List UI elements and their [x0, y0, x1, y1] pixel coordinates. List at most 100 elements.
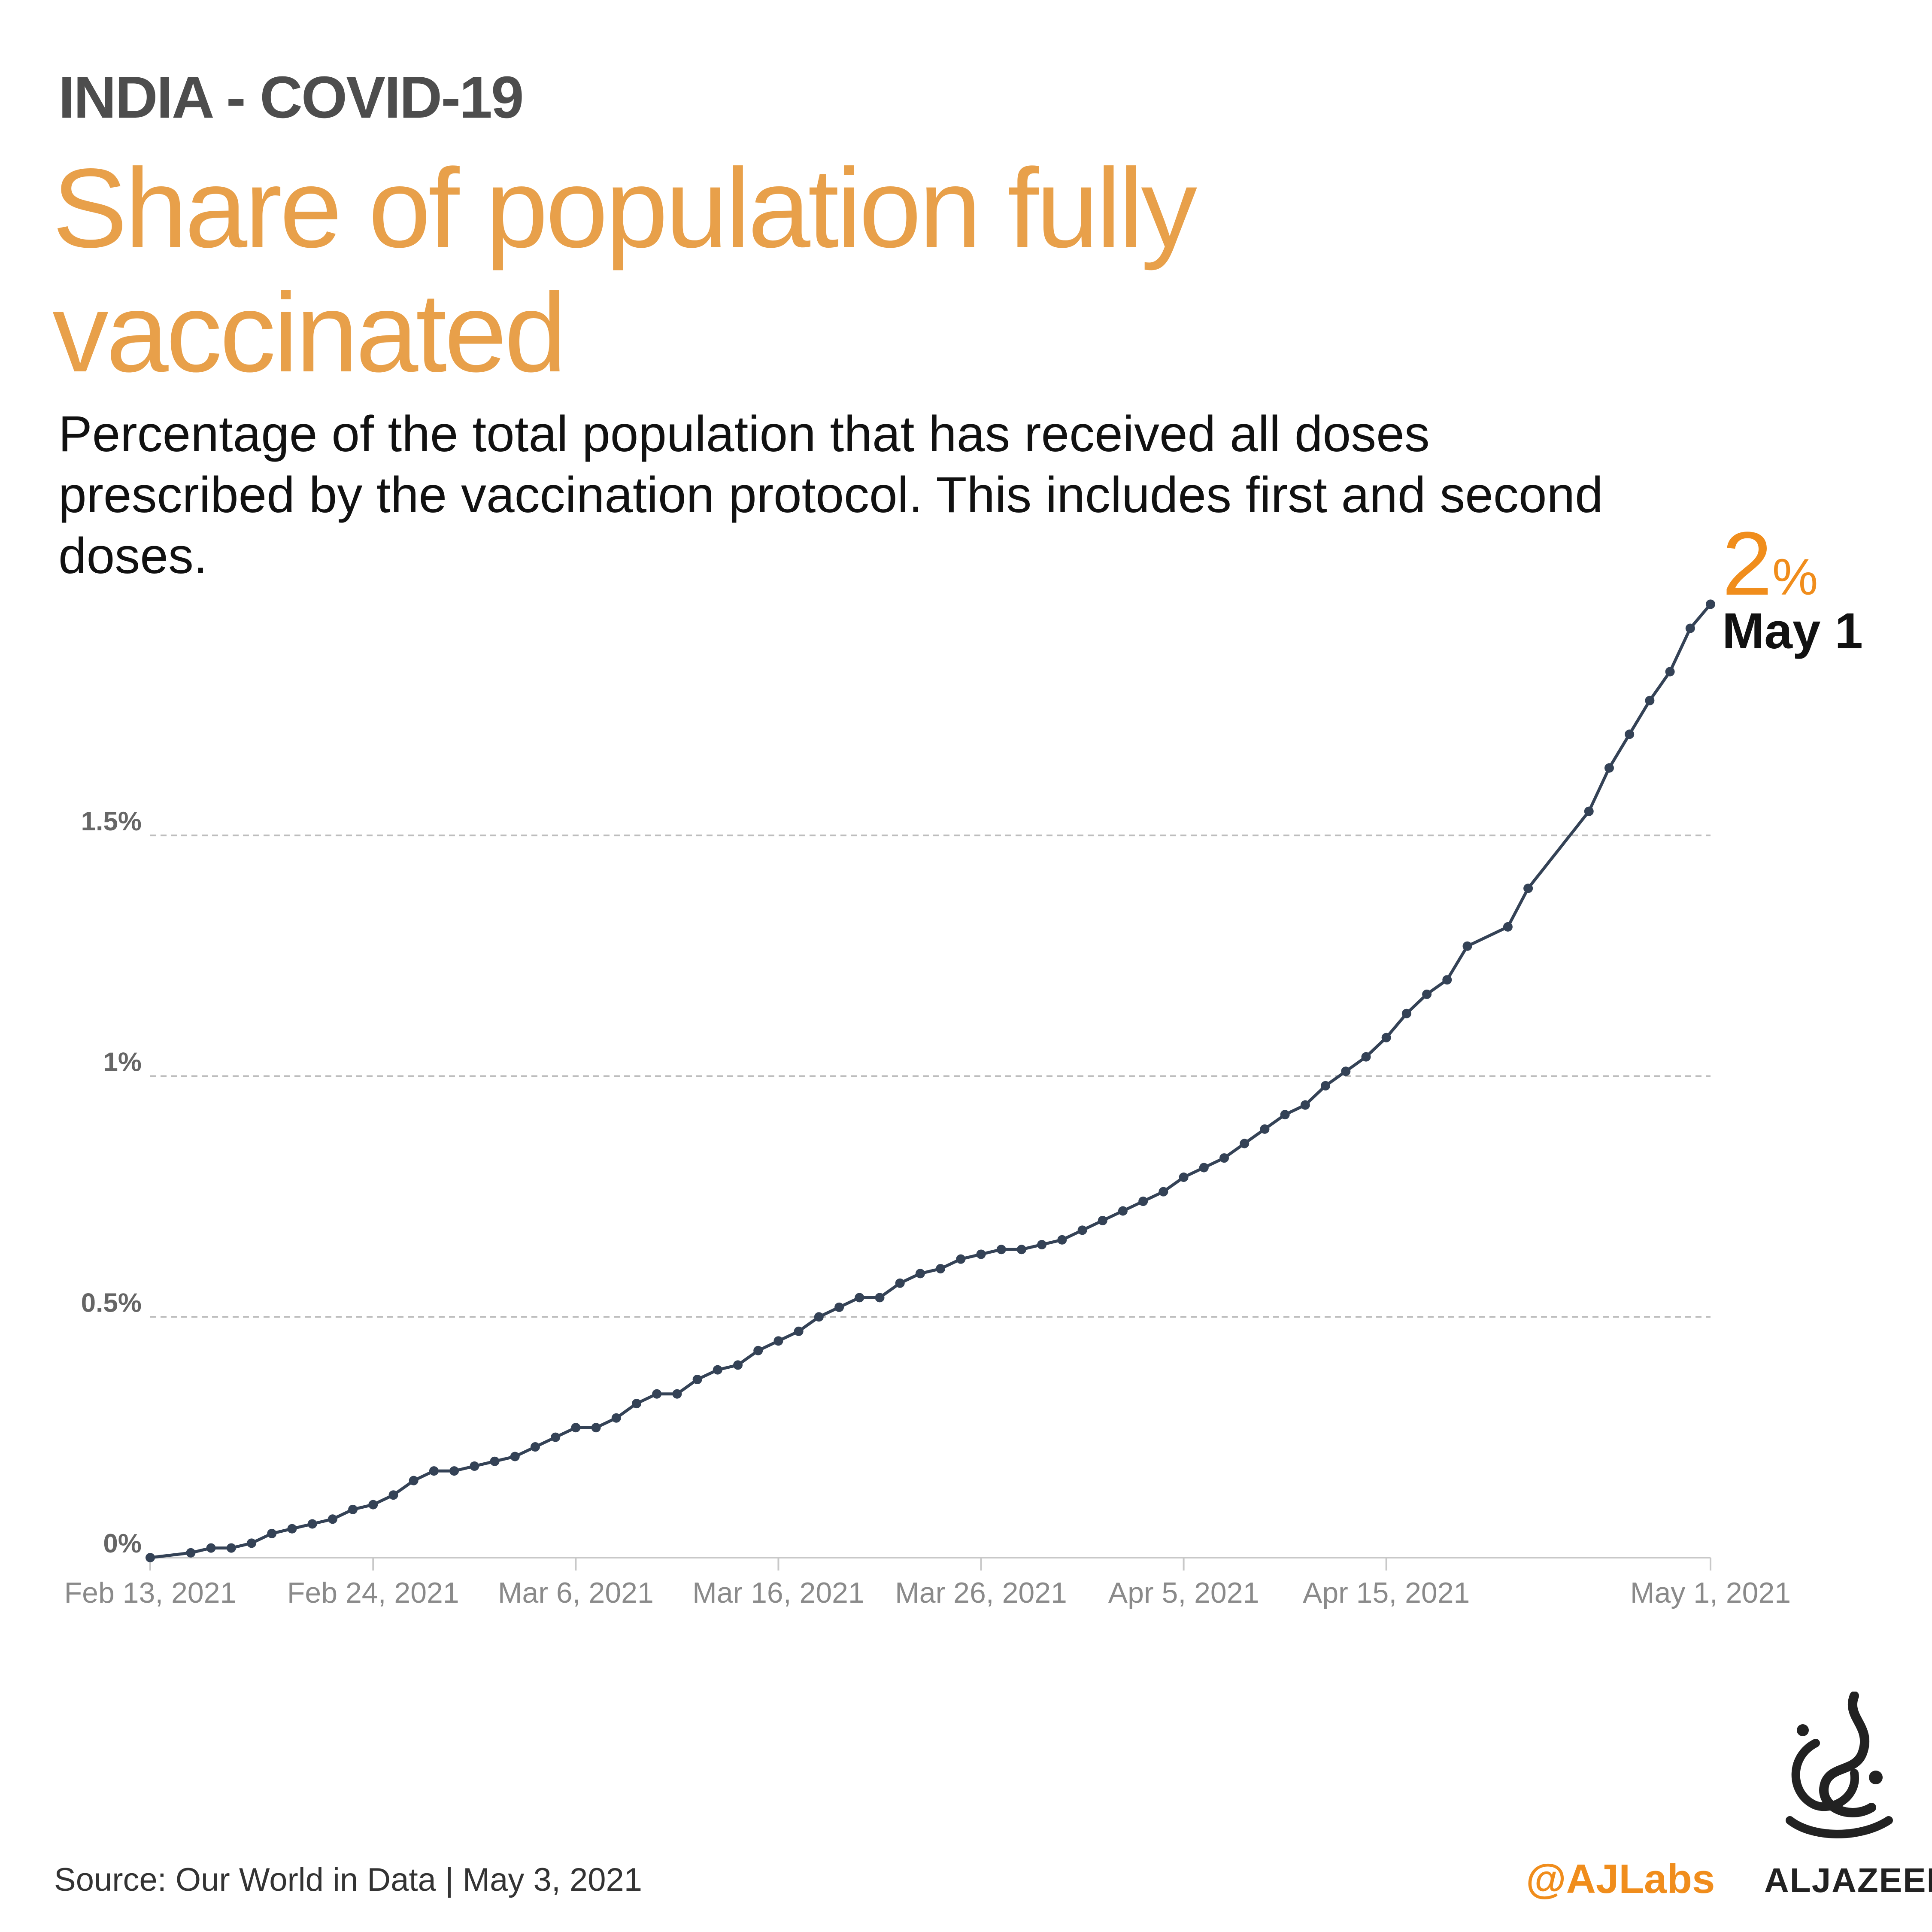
data-point	[713, 1365, 722, 1375]
data-point	[1077, 1225, 1087, 1235]
data-point	[814, 1312, 824, 1322]
data-point	[976, 1249, 986, 1259]
data-point	[1645, 696, 1655, 705]
x-tick-label: Feb 13, 2021	[64, 1577, 237, 1609]
x-tick-label: Apr 15, 2021	[1303, 1577, 1470, 1609]
data-point	[1523, 884, 1533, 893]
data-point	[1665, 667, 1675, 677]
source-note: Source: Our World in Data | May 3, 2021	[54, 1862, 643, 1898]
aljazeera-logo-icon	[1786, 1692, 1893, 1838]
data-point	[328, 1514, 337, 1524]
data-point	[409, 1476, 419, 1485]
grid-layer	[150, 834, 1711, 1318]
data-point	[470, 1461, 479, 1471]
data-point	[1341, 1066, 1351, 1076]
data-point	[490, 1456, 500, 1466]
data-point	[1118, 1206, 1128, 1216]
data-point	[1442, 975, 1452, 985]
data-point	[1503, 922, 1513, 932]
aljazeera-wordmark: ALJAZEERA	[1764, 1861, 1932, 1899]
data-point	[1016, 1245, 1026, 1255]
data-point	[1584, 806, 1594, 816]
data-point	[267, 1528, 277, 1538]
chart-subtitle: Percentage of the total population that …	[58, 406, 1603, 584]
data-point	[996, 1245, 1006, 1255]
x-tick-label: May 1, 2021	[1630, 1577, 1791, 1609]
data-point	[287, 1524, 297, 1534]
data-point	[1300, 1100, 1310, 1110]
data-point	[1138, 1197, 1148, 1206]
chart-kicker: INDIA - COVID-19	[58, 64, 524, 131]
data-point	[146, 1553, 155, 1562]
end-annotation: 2% May 1	[1722, 513, 1863, 659]
y-tick-label: 1.5%	[81, 807, 142, 836]
data-point	[1361, 1052, 1371, 1062]
data-point	[1057, 1235, 1067, 1245]
x-tick-label: Apr 5, 2021	[1108, 1577, 1259, 1609]
data-point	[1199, 1163, 1209, 1173]
data-point	[1381, 1033, 1391, 1042]
series-layer	[146, 599, 1715, 1562]
data-point	[307, 1519, 317, 1529]
end-value-label: 2%	[1722, 513, 1818, 614]
y-tick-label: 0.5%	[81, 1288, 142, 1318]
data-point	[429, 1466, 439, 1476]
data-point	[915, 1269, 925, 1279]
data-point	[449, 1466, 459, 1476]
data-point	[1604, 763, 1614, 773]
data-point	[186, 1548, 196, 1558]
data-point	[936, 1264, 946, 1274]
data-point	[510, 1452, 520, 1461]
data-point	[348, 1504, 358, 1514]
data-point	[1462, 941, 1472, 951]
data-point	[611, 1413, 621, 1423]
data-point	[247, 1538, 257, 1548]
x-tick-label: Mar 26, 2021	[895, 1577, 1067, 1609]
data-point	[834, 1302, 844, 1312]
data-point	[368, 1500, 378, 1510]
data-point	[773, 1336, 783, 1346]
data-point	[855, 1293, 864, 1303]
data-point	[672, 1389, 682, 1399]
end-value-number: 2	[1722, 513, 1772, 614]
axis-layer: 0% 0.5% 1% 1.5% Feb 13, 2021 Feb 24, 2021 Mar …	[64, 807, 1791, 1609]
data-point	[794, 1326, 804, 1336]
data-point	[1401, 1009, 1411, 1018]
data-point	[1037, 1240, 1047, 1250]
x-tick-label: Mar 6, 2021	[498, 1577, 654, 1609]
data-point	[1179, 1173, 1189, 1182]
data-point	[753, 1346, 763, 1355]
y-tick-label: 1%	[103, 1048, 142, 1077]
data-point	[1321, 1081, 1331, 1091]
data-point	[1219, 1153, 1229, 1163]
data-point	[1159, 1187, 1168, 1197]
data-point	[1706, 599, 1715, 609]
end-date-label: May 1	[1722, 603, 1863, 659]
end-value-unit: %	[1772, 548, 1818, 606]
data-point	[530, 1442, 540, 1452]
data-point	[1422, 989, 1432, 999]
data-point	[1685, 623, 1695, 633]
ajlabs-handle[interactable]: @AJLabs	[1526, 1856, 1715, 1902]
chart-title: Share of population fully vaccinated	[52, 145, 1197, 395]
data-point	[1260, 1124, 1270, 1134]
data-point	[895, 1278, 905, 1288]
data-point	[1280, 1110, 1290, 1120]
y-tick-label: 0%	[103, 1529, 142, 1558]
data-point	[551, 1432, 561, 1442]
data-point	[1240, 1139, 1250, 1148]
data-point	[206, 1543, 216, 1553]
data-point	[631, 1399, 641, 1409]
x-tick-label: Feb 24, 2021	[287, 1577, 459, 1609]
x-tick-label: Mar 16, 2021	[692, 1577, 864, 1609]
data-point	[1625, 729, 1635, 739]
data-point	[652, 1389, 662, 1399]
data-point	[956, 1254, 966, 1264]
data-point	[591, 1423, 601, 1433]
data-point	[388, 1490, 398, 1500]
data-point	[1098, 1215, 1107, 1225]
data-point	[226, 1543, 236, 1553]
data-point	[875, 1293, 885, 1303]
series-line	[149, 602, 1712, 1559]
